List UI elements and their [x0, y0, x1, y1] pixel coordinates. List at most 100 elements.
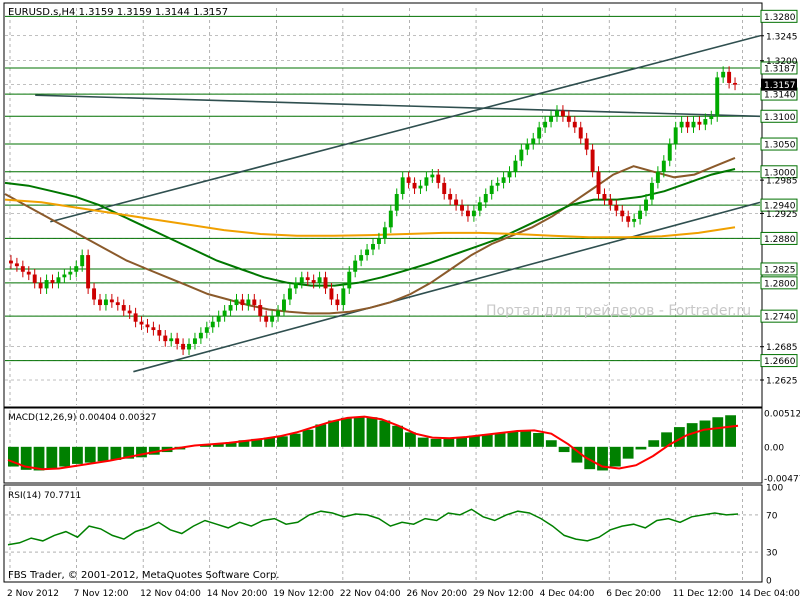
current-price-box [761, 78, 797, 91]
level-label-box [760, 309, 798, 323]
candle-body [133, 313, 138, 322]
watermark: Портал для трейдеров - Fortrader.ru [486, 303, 751, 319]
level-label: 1.3050 [764, 141, 796, 151]
candle-body [525, 144, 530, 150]
candle-body [560, 110, 565, 117]
macd-bar [251, 438, 263, 447]
macd-bar [686, 423, 698, 447]
candles [9, 66, 737, 356]
macd-bar [622, 446, 634, 459]
candle-body [157, 330, 162, 336]
candle-body [198, 332, 203, 339]
macd-bar [212, 443, 224, 447]
candle-body [543, 121, 548, 128]
candle-body [222, 310, 227, 317]
candle-body [115, 302, 120, 306]
candle-body [489, 185, 494, 195]
candle-body [311, 280, 316, 283]
macd-bar [340, 417, 352, 447]
macd-bar [315, 424, 327, 447]
candle-body [210, 321, 215, 328]
candle-body [86, 255, 91, 289]
candle-body [477, 202, 482, 211]
x-tick-label: 14 Dec 04:00 [739, 589, 800, 599]
macd-bar [328, 420, 339, 447]
candle-body [74, 266, 79, 272]
candle-body [299, 277, 304, 283]
macd-bar [392, 425, 404, 447]
candle-body [282, 299, 286, 311]
level-label-box [760, 9, 798, 23]
macd-bar [494, 433, 506, 447]
macd-bar [302, 429, 314, 447]
macd-bar [661, 432, 672, 447]
rsi-indicator: 100 70 30 0 [5, 484, 783, 587]
candle-body [430, 174, 435, 178]
macd-bar [379, 420, 391, 447]
macd-bar [405, 432, 416, 447]
candle-body [68, 271, 73, 275]
rsi-title: RSI(14) 70.7711 [8, 491, 81, 501]
x-tick-label: 12 Nov 04:00 [140, 589, 201, 599]
rsi-tick-label: 100 [766, 484, 783, 494]
y-tick-label: 1.3200 [766, 57, 798, 67]
candle-body [721, 71, 726, 78]
candle-body [715, 77, 720, 117]
x-tick-label: 29 Nov 12:00 [473, 589, 534, 599]
candle-body [703, 119, 708, 125]
x-tick-label: 2 Nov 2012 [7, 589, 59, 599]
macd-bar [507, 431, 519, 447]
candle-body [537, 127, 542, 139]
candle-body [661, 160, 666, 172]
macd-bar [609, 446, 621, 467]
candle-body [276, 310, 281, 317]
macd-bar [225, 442, 237, 447]
candle-body [602, 194, 607, 200]
chart-header: EURUSD.s,H4 1.3159 1.3159 1.3144 1.3157 [8, 7, 228, 18]
moving-average-line [4, 198, 736, 239]
candle-body [151, 327, 156, 331]
candle-body [572, 121, 577, 128]
candle-body [406, 177, 411, 183]
macd-bar [673, 427, 685, 447]
candle-body [264, 316, 269, 322]
x-tick-label: 4 Dec 04:00 [540, 589, 595, 599]
candle-body [103, 299, 108, 306]
candle-body [252, 299, 257, 306]
candle-body [614, 205, 619, 211]
candle-body [121, 305, 126, 311]
x-tick-label: 11 Dec 12:00 [673, 589, 734, 599]
candle-body [305, 277, 310, 281]
candle-body [92, 288, 97, 300]
candle-body [471, 210, 476, 217]
level-label-box [760, 354, 798, 368]
candle-body [727, 71, 732, 83]
y-tick-label: 1.2925 [766, 210, 798, 220]
time-axis: 2 Nov 2012 7 Nov 12:00 12 Nov 04:00 14 Nov … [7, 589, 800, 599]
copyright: FBS Trader, © 2001-2012, MetaQuotes Soft… [8, 570, 279, 581]
candle-body [329, 288, 334, 300]
rsi-line [7, 508, 739, 546]
macd-signal-line [7, 415, 739, 471]
candle-body [566, 116, 571, 122]
candle-body [644, 199, 648, 211]
candle-body [620, 210, 625, 217]
candle-body [460, 205, 464, 211]
x-tick-label: 14 Nov 20:00 [207, 589, 268, 599]
macd-bar [725, 415, 736, 447]
macd-bar [276, 436, 288, 447]
candle-body [145, 324, 150, 328]
candle-body [169, 338, 174, 342]
current-price-label: 1.3157 [764, 81, 796, 91]
candle-body [448, 194, 453, 200]
candle-body [382, 227, 387, 239]
candle-body [192, 338, 197, 344]
macd-bar [520, 430, 532, 447]
candle-body [127, 310, 132, 314]
macd-bar [648, 440, 660, 447]
candle-body [555, 110, 559, 117]
y-tick-label: 1.2625 [766, 377, 798, 387]
candle-body [80, 255, 85, 267]
candle-body [317, 277, 322, 283]
